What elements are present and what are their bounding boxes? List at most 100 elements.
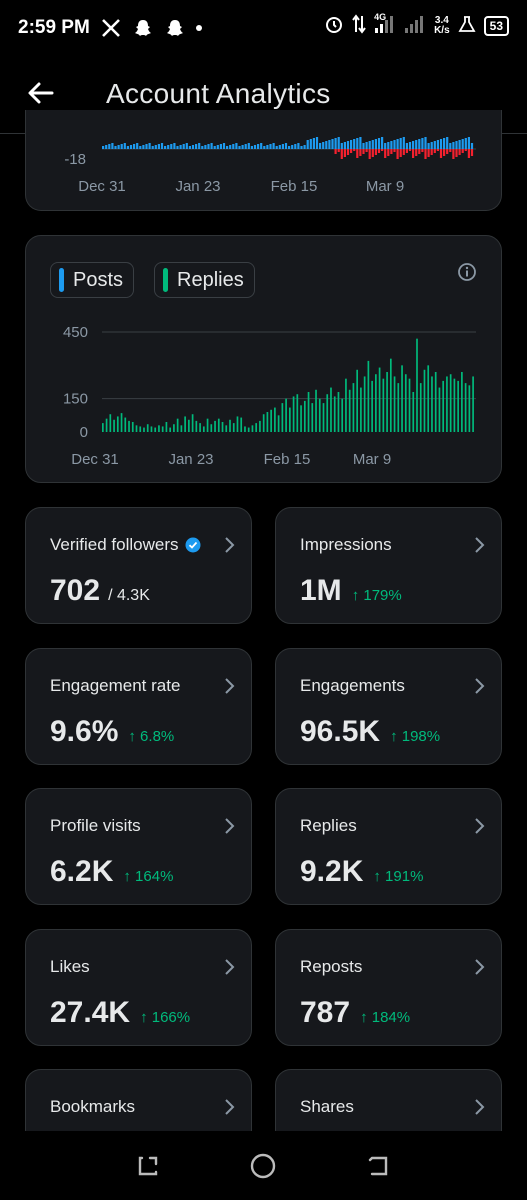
chevron-right-icon[interactable] bbox=[471, 1098, 487, 1116]
chart-bar bbox=[124, 417, 127, 432]
metric-number: 1M bbox=[300, 574, 342, 607]
chart-bar bbox=[148, 143, 151, 149]
metric-change: ↑ 166% bbox=[140, 1009, 191, 1026]
speed-unit: K/s bbox=[434, 24, 450, 36]
chart-bar bbox=[244, 426, 246, 432]
chart-bar bbox=[102, 146, 105, 149]
chart-bar bbox=[195, 420, 198, 432]
chart-bar-negative bbox=[384, 149, 387, 158]
metric-number: 787 bbox=[300, 996, 351, 1029]
chart-bar bbox=[353, 139, 356, 149]
chart-bar bbox=[430, 142, 433, 149]
chart-bar bbox=[247, 143, 250, 149]
chart-bar bbox=[446, 137, 449, 149]
metric-card[interactable]: Engagements 96.5K ↑ 198% bbox=[275, 648, 502, 765]
chart-bar bbox=[158, 425, 160, 432]
nav-background bbox=[0, 1131, 527, 1200]
metric-number: 27.4K bbox=[50, 996, 131, 1029]
chart-bar bbox=[173, 424, 175, 432]
chart-bar bbox=[120, 144, 123, 149]
chart-bar-negative bbox=[408, 149, 412, 151]
metric-card[interactable]: Impressions 1M ↑ 179% bbox=[275, 507, 502, 624]
chart-bar bbox=[461, 372, 463, 432]
chart-bar bbox=[431, 376, 433, 432]
chart-bar bbox=[453, 378, 456, 432]
metric-card[interactable]: Replies 9.2K ↑ 191% bbox=[275, 788, 502, 905]
chevron-right-icon[interactable] bbox=[221, 536, 237, 554]
chart-bar bbox=[356, 138, 359, 149]
chevron-right-icon[interactable] bbox=[221, 677, 237, 695]
metric-card[interactable]: Likes 27.4K ↑ 166% bbox=[25, 929, 252, 1046]
chart-bar bbox=[397, 383, 400, 432]
chart-bar bbox=[291, 145, 294, 149]
chart-bar bbox=[297, 143, 300, 149]
recent-apps-icon[interactable] bbox=[133, 1151, 163, 1181]
info-circle-icon[interactable] bbox=[457, 262, 477, 282]
metric-card[interactable]: Engagement rate 9.6% ↑ 6.8% bbox=[25, 648, 252, 765]
chart-bar bbox=[294, 144, 297, 149]
chart-bar bbox=[274, 407, 276, 432]
chart-bar bbox=[270, 409, 272, 432]
signal-icon: 4G bbox=[374, 12, 396, 37]
battery-icon: 53 bbox=[483, 15, 509, 36]
metric-value: 6.2K ↑ 164% bbox=[50, 855, 173, 889]
chart-bar bbox=[461, 139, 464, 149]
arrow-left-icon[interactable] bbox=[26, 78, 56, 108]
chart-bar-negative bbox=[421, 149, 424, 152]
chart-bar-negative bbox=[464, 149, 467, 151]
chevron-right-icon[interactable] bbox=[221, 958, 237, 976]
metric-value: 27.4K ↑ 166% bbox=[50, 996, 190, 1030]
metric-card[interactable]: Reposts 787 ↑ 184% bbox=[275, 929, 502, 1046]
chevron-right-icon[interactable] bbox=[221, 817, 237, 835]
chart-bar bbox=[202, 426, 205, 432]
chart-bar bbox=[434, 372, 437, 432]
chart-bar bbox=[371, 140, 374, 149]
x-tick-label: Jan 23 bbox=[175, 178, 220, 195]
chart-bar bbox=[333, 396, 336, 432]
chart-bar bbox=[259, 420, 261, 432]
chart-bar bbox=[161, 426, 164, 432]
back-nav-icon[interactable] bbox=[364, 1151, 394, 1181]
chart-bar bbox=[363, 376, 366, 432]
legend-label: Posts bbox=[73, 268, 124, 291]
chevron-right-icon[interactable] bbox=[221, 1098, 237, 1116]
chart-bar-negative bbox=[340, 149, 343, 159]
chart-bar bbox=[346, 141, 350, 149]
metric-label: Bookmarks bbox=[50, 1097, 135, 1117]
speed-value: 3.4 bbox=[434, 14, 449, 26]
chart-bar bbox=[389, 358, 392, 432]
metric-label: Verified followers bbox=[50, 535, 201, 555]
metric-card[interactable]: Verified followers 702 / 4.3K bbox=[25, 507, 252, 624]
chart-bar bbox=[143, 427, 145, 432]
chart-bar-negative bbox=[402, 149, 405, 155]
chart-bar bbox=[393, 140, 396, 149]
metric-card[interactable]: Profile visits 6.2K ↑ 164% bbox=[25, 788, 252, 905]
chart-bar bbox=[210, 424, 213, 432]
metric-label-text: Impressions bbox=[300, 535, 392, 554]
chart-bar bbox=[387, 142, 390, 149]
chart-bar bbox=[146, 424, 149, 432]
chart-bar bbox=[371, 380, 373, 432]
legend-replies-toggle[interactable]: Replies bbox=[154, 262, 255, 298]
chevron-right-icon[interactable] bbox=[471, 536, 487, 554]
x-tick-label: Jan 23 bbox=[168, 451, 213, 468]
chart-bar-negative bbox=[368, 149, 371, 159]
chart-bar bbox=[309, 139, 312, 149]
y-tick-label: 150 bbox=[63, 391, 88, 408]
chevron-right-icon[interactable] bbox=[471, 677, 487, 695]
chart-bar bbox=[199, 423, 201, 432]
metric-number: 9.2K bbox=[300, 855, 364, 888]
chart-bar bbox=[135, 425, 138, 432]
chevron-right-icon[interactable] bbox=[471, 958, 487, 976]
chart-bar bbox=[452, 142, 455, 149]
home-circle-icon[interactable] bbox=[248, 1151, 278, 1181]
chevron-right-icon[interactable] bbox=[471, 817, 487, 835]
chart-bar bbox=[365, 142, 368, 149]
chart-bar-negative bbox=[374, 149, 377, 155]
legend-posts-toggle[interactable]: Posts bbox=[50, 262, 135, 298]
legend-swatch bbox=[163, 268, 168, 292]
metric-label: Replies bbox=[300, 816, 357, 836]
chart-bar bbox=[412, 392, 415, 432]
chart-bar bbox=[427, 143, 430, 149]
notification-dot-icon bbox=[195, 25, 202, 31]
